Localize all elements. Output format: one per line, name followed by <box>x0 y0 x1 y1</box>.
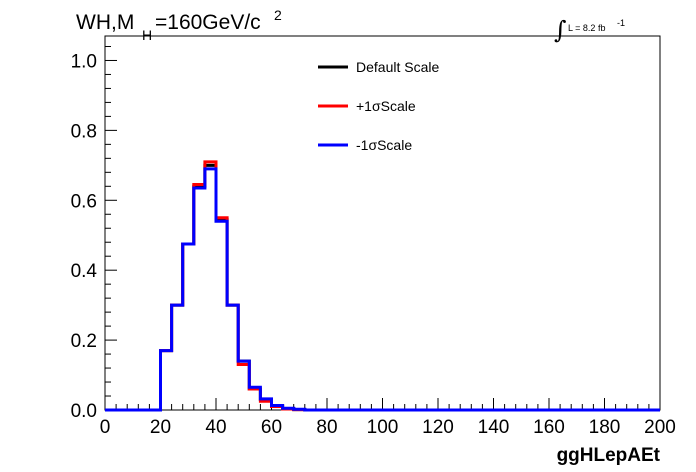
plot-frame <box>104 35 661 411</box>
x-tick-label: 100 <box>367 417 399 438</box>
x-tick-label: 200 <box>644 417 676 438</box>
x-tick-label: 140 <box>478 417 510 438</box>
y-tick-label: 1.0 <box>71 51 97 72</box>
chart-title: WH,M H =160GeV/c 2 <box>76 7 282 43</box>
title-superscript: 2 <box>274 7 282 23</box>
title-subscript: H <box>142 27 152 43</box>
luminosity-label: ∫ L = 8.2 fb -1 <box>554 16 625 44</box>
series-layer <box>105 160 660 412</box>
legend-label: Default Scale <box>356 59 439 75</box>
title-rest: =160GeV/c <box>155 11 261 34</box>
x-tick-label: 160 <box>533 417 565 438</box>
x-axis: 0 20 40 60 80 100 120 140 160 180 200 <box>100 398 676 438</box>
series-line-2 <box>105 160 660 412</box>
y-tick-label: 0.0 <box>71 401 97 422</box>
y-tick-label: 0.4 <box>71 261 98 282</box>
x-axis-label: ggHLepAEt <box>557 445 661 466</box>
y-tick-label: 0.2 <box>71 331 97 352</box>
x-tick-label: 0 <box>100 417 111 438</box>
legend-label: +1σScale <box>356 98 416 114</box>
x-tick-label: 120 <box>422 417 454 438</box>
x-tick-label: 180 <box>589 417 621 438</box>
series-line-3 <box>105 167 660 412</box>
integral-symbol: ∫ <box>554 16 567 44</box>
y-tick-label: 0.6 <box>71 191 97 212</box>
legend-label: -1σScale <box>356 137 412 153</box>
x-tick-label: 20 <box>150 417 171 438</box>
y-tick-label: 0.8 <box>71 121 97 142</box>
legend: Default Scale +1σScale -1σScale <box>318 59 439 153</box>
title-main: WH,M <box>76 11 134 34</box>
series-line-1 <box>105 163 660 412</box>
y-axis: 0.0 0.2 0.4 0.6 0.8 1.0 <box>71 45 117 422</box>
x-tick-label: 40 <box>205 417 226 438</box>
x-tick-label: 60 <box>261 417 282 438</box>
luminosity-superscript: -1 <box>617 18 625 28</box>
x-tick-label: 80 <box>316 417 337 438</box>
luminosity-text: L = 8.2 fb <box>568 23 605 33</box>
